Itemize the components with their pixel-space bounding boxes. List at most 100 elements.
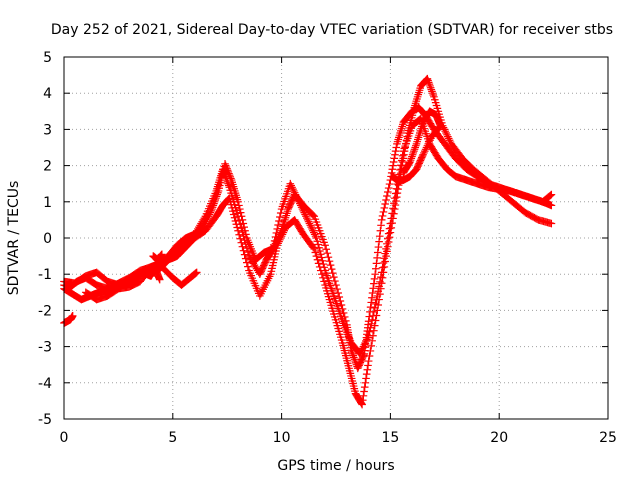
data-point [269,241,278,249]
data-point [377,268,386,277]
data-point [314,240,322,249]
data-point [391,147,400,155]
data-point [329,307,337,315]
data-point [325,257,334,265]
data-point [391,189,400,198]
data-point [275,217,283,225]
x-tick-label: 15 [381,430,399,446]
grid [64,57,608,419]
data-point [232,220,241,229]
data-point [244,262,252,271]
data-point [383,192,391,200]
data-point [260,260,269,268]
data-point [369,312,377,320]
y-tick-label: 2 [43,159,52,175]
data-point [259,261,268,270]
data-point [372,259,381,268]
data-point [285,202,294,210]
data-point [417,153,426,162]
x-tick-label: 20 [490,430,508,446]
data-point [321,241,329,250]
data-point [242,258,251,267]
data-point [230,213,239,222]
data-point [225,183,234,192]
data-point [364,361,372,370]
data-point [547,219,556,228]
data-point [271,250,280,258]
data-point [390,199,398,208]
data-point [375,237,383,246]
data-point [392,143,401,152]
data-point [333,285,341,293]
data-point [392,184,401,193]
data-point [369,284,378,293]
data-point [236,234,245,243]
data-point [398,152,407,160]
data-point [373,292,382,300]
data-point [432,101,441,110]
y-tick-label: 5 [43,50,52,66]
data-point [335,327,343,336]
data-point [332,318,341,327]
data-point [353,364,362,373]
data-point [383,234,392,243]
y-tick-label: 1 [43,195,52,211]
data-point [326,261,335,269]
data-point [382,245,390,253]
data-point [325,295,334,304]
data-point [287,198,296,206]
data-point [366,303,375,311]
data-point [373,254,381,262]
data-point [384,184,393,192]
data-point [386,219,395,228]
data-point [320,263,329,272]
data-point [430,95,439,104]
data-point [316,250,325,259]
data-point [313,237,322,246]
data-point [311,248,320,257]
data-point [337,301,346,309]
data-point [359,352,367,361]
data-point [318,257,327,265]
data-point [546,191,555,200]
data-point [238,216,247,224]
data-point [375,232,384,240]
data-point [234,226,242,235]
data-point [240,223,248,231]
data-point [286,199,295,208]
data-point [377,273,385,281]
data-point [322,245,331,254]
data-point [370,279,378,288]
data-point [242,230,250,239]
data-point [229,207,237,216]
data-point [68,312,77,320]
data-point [240,250,249,259]
data-point [358,354,367,362]
data-point [310,212,319,221]
data-point [381,249,389,258]
data-point [311,215,320,223]
data-point [365,312,374,321]
data-point [415,159,423,168]
data-point [286,200,294,209]
data-point [374,287,383,296]
data-point [237,212,246,221]
data-point [372,264,380,273]
data-point [383,239,391,248]
data-point [228,204,236,212]
data-point [419,150,427,159]
data-point [319,260,328,268]
data-point [370,308,378,316]
data-point [258,264,267,273]
data-point [382,196,390,204]
data-point [273,225,282,233]
data-point [380,204,389,212]
data-point [547,190,556,199]
data-point [274,221,282,229]
data-point [380,254,389,263]
data-point [357,399,366,408]
data-point [328,269,337,277]
data-point [271,233,280,241]
data-point [239,219,248,228]
